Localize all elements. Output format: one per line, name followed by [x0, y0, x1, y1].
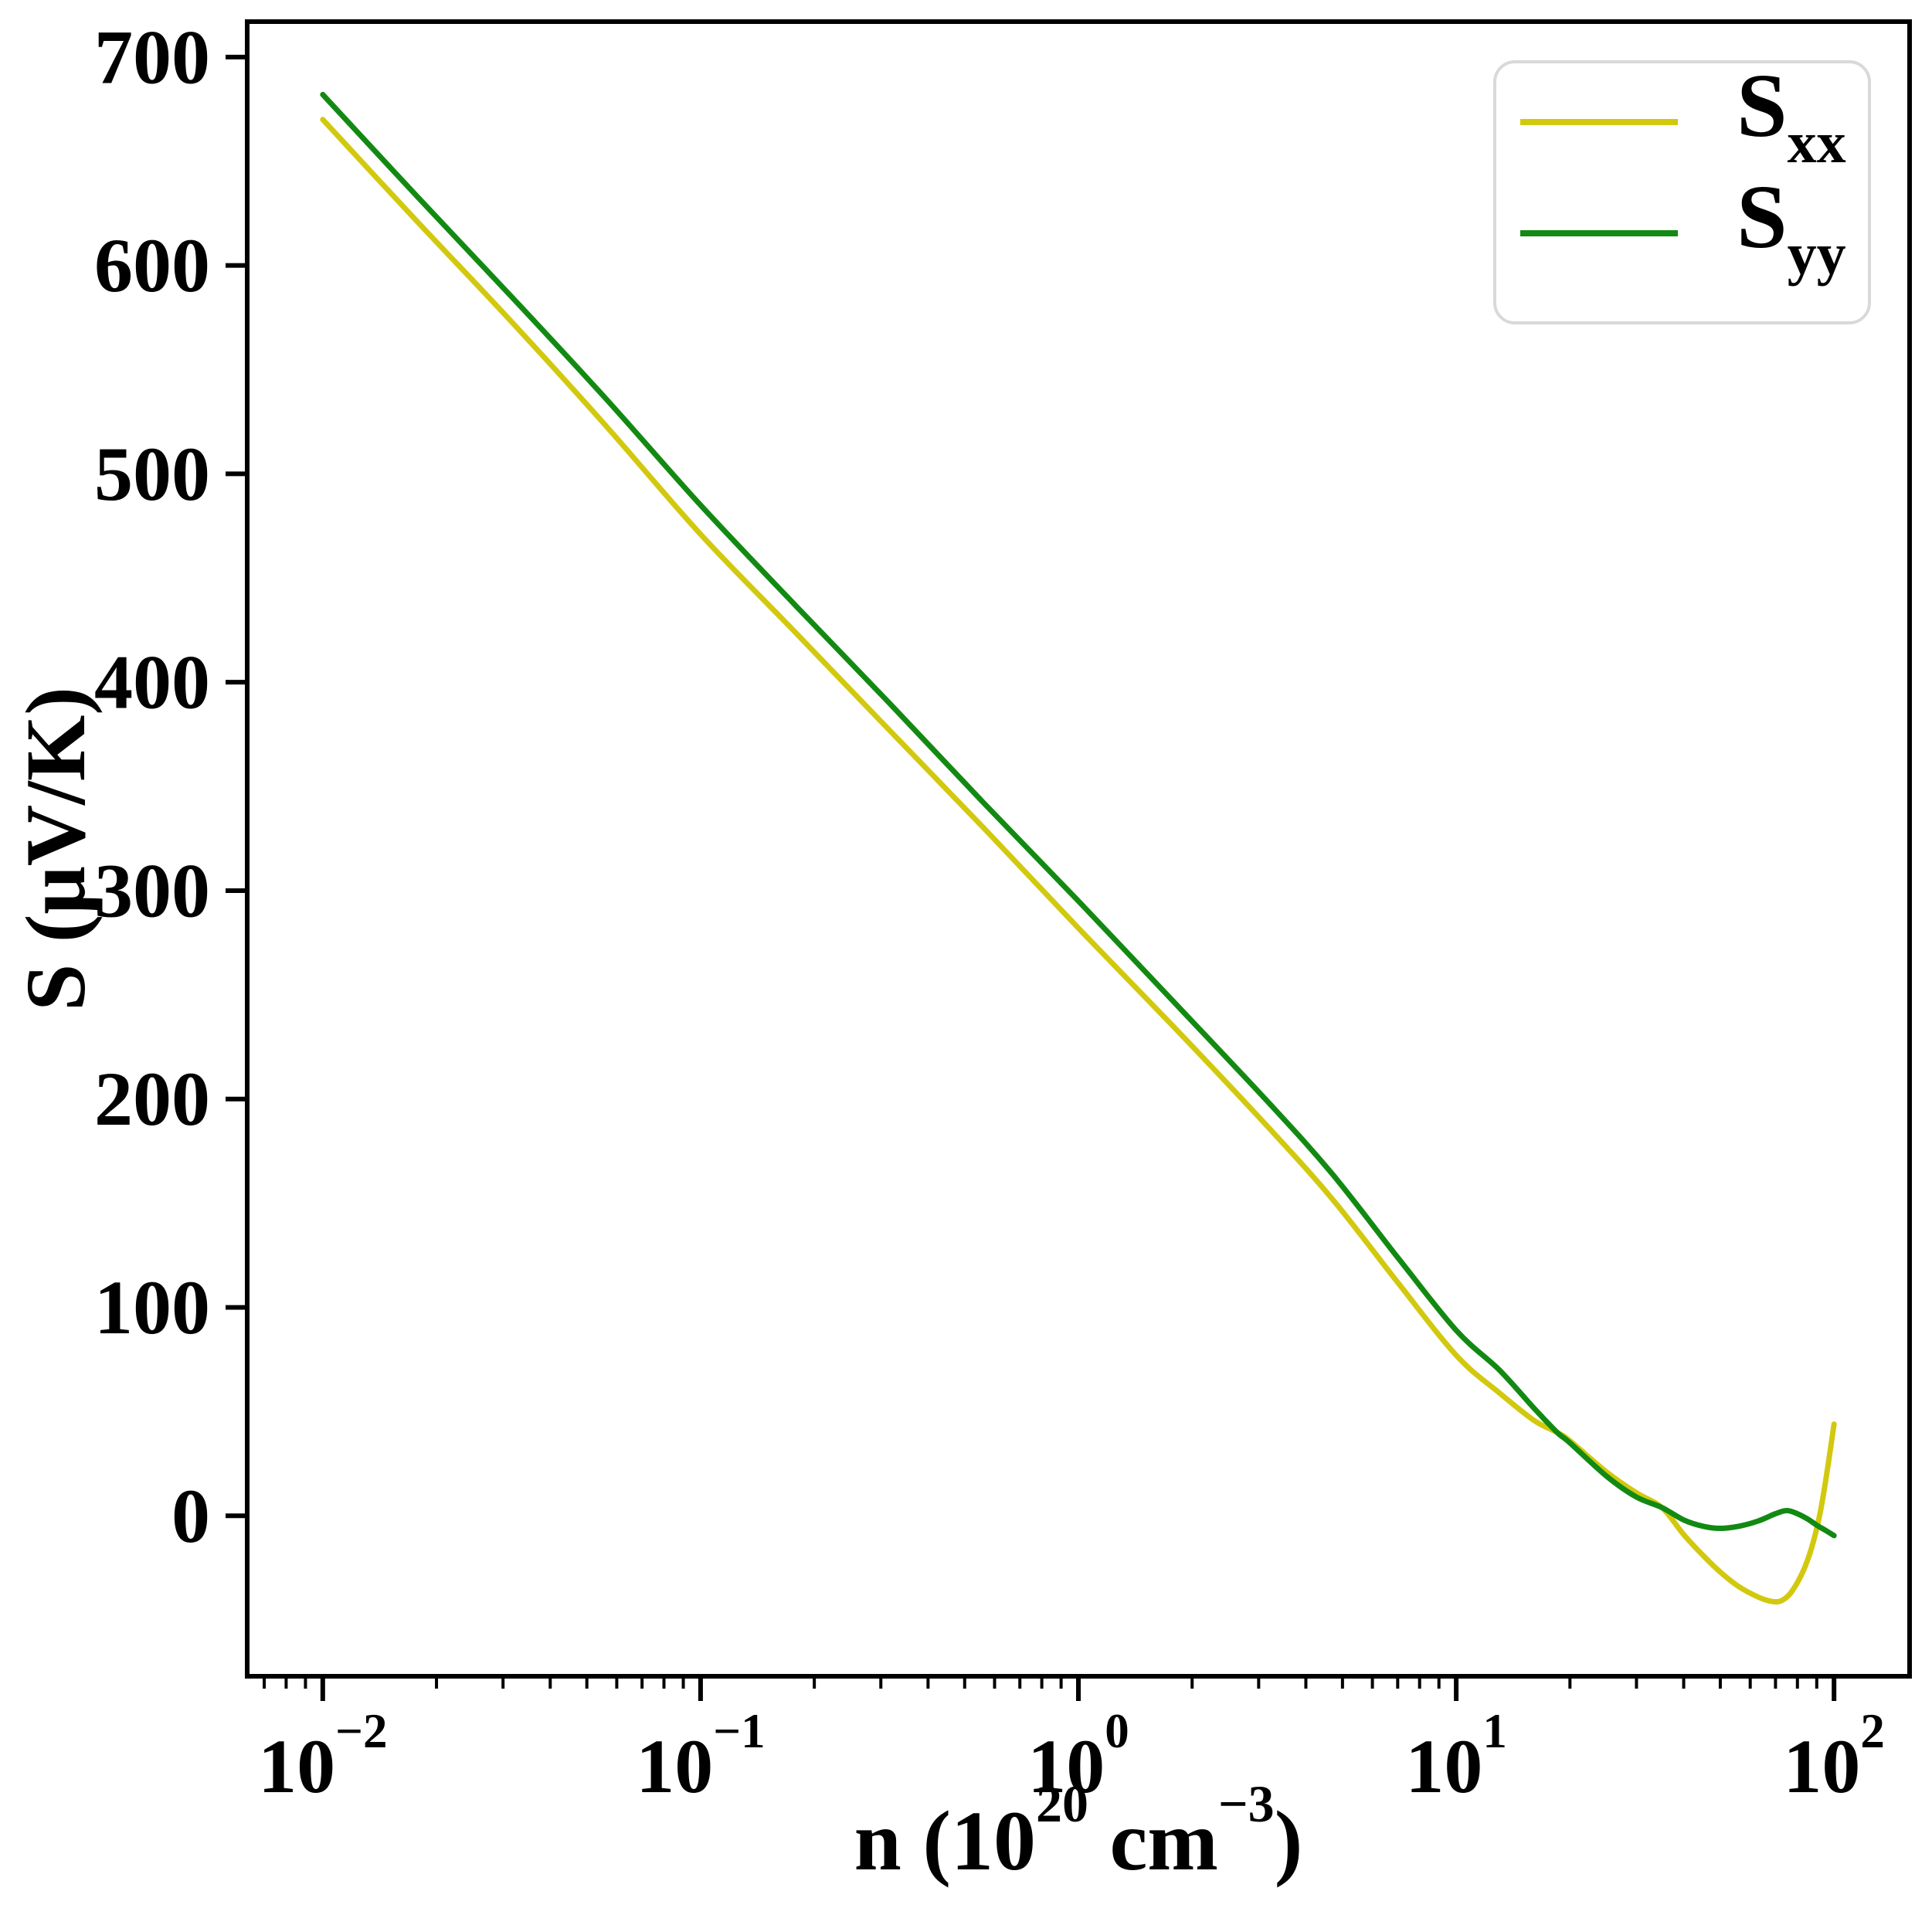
y-axis-label: S (μV/K)	[8, 687, 103, 1011]
axis-labels: S (μV/K) n (1020 cm−3)	[8, 687, 1302, 1888]
y-axis-ticks	[226, 54, 247, 1519]
y-tick-label-700: 700	[94, 14, 210, 100]
y-tick-labels: 0 100 200 300 400 500 600 700	[94, 14, 210, 1558]
x-tick-label-10e-2: 10−2	[258, 1704, 387, 1809]
series-s_xx-line	[320, 117, 1837, 1605]
x-tick-label-10e0: 100	[1027, 1704, 1129, 1809]
curves-layer	[320, 91, 1837, 1605]
x-tick-labels: 10−2 10−1 100 101 102	[258, 1704, 1885, 1809]
x-axis-label: n (1020 cm−3)	[854, 1774, 1303, 1888]
x-axis-ticks	[263, 1676, 1837, 1701]
series-s_yy-line	[320, 91, 1837, 1539]
x-tick-label-10e1: 101	[1405, 1704, 1507, 1809]
x-tick-label-10e-1: 10−1	[636, 1704, 765, 1809]
y-tick-label-200: 200	[94, 1056, 210, 1142]
legend-box	[1493, 60, 1871, 324]
y-tick-label-300: 300	[94, 847, 210, 933]
y-tick-label-600: 600	[94, 222, 210, 308]
y-tick-label-400: 400	[94, 640, 210, 725]
x-tick-label-10e2: 102	[1783, 1704, 1885, 1809]
y-tick-label-0: 0	[171, 1473, 210, 1559]
y-tick-label-500: 500	[94, 431, 210, 517]
y-tick-label-100: 100	[94, 1265, 210, 1350]
legend-label-xx: Sxx	[1737, 55, 1846, 175]
legend-label-yy: Syy	[1737, 166, 1846, 287]
